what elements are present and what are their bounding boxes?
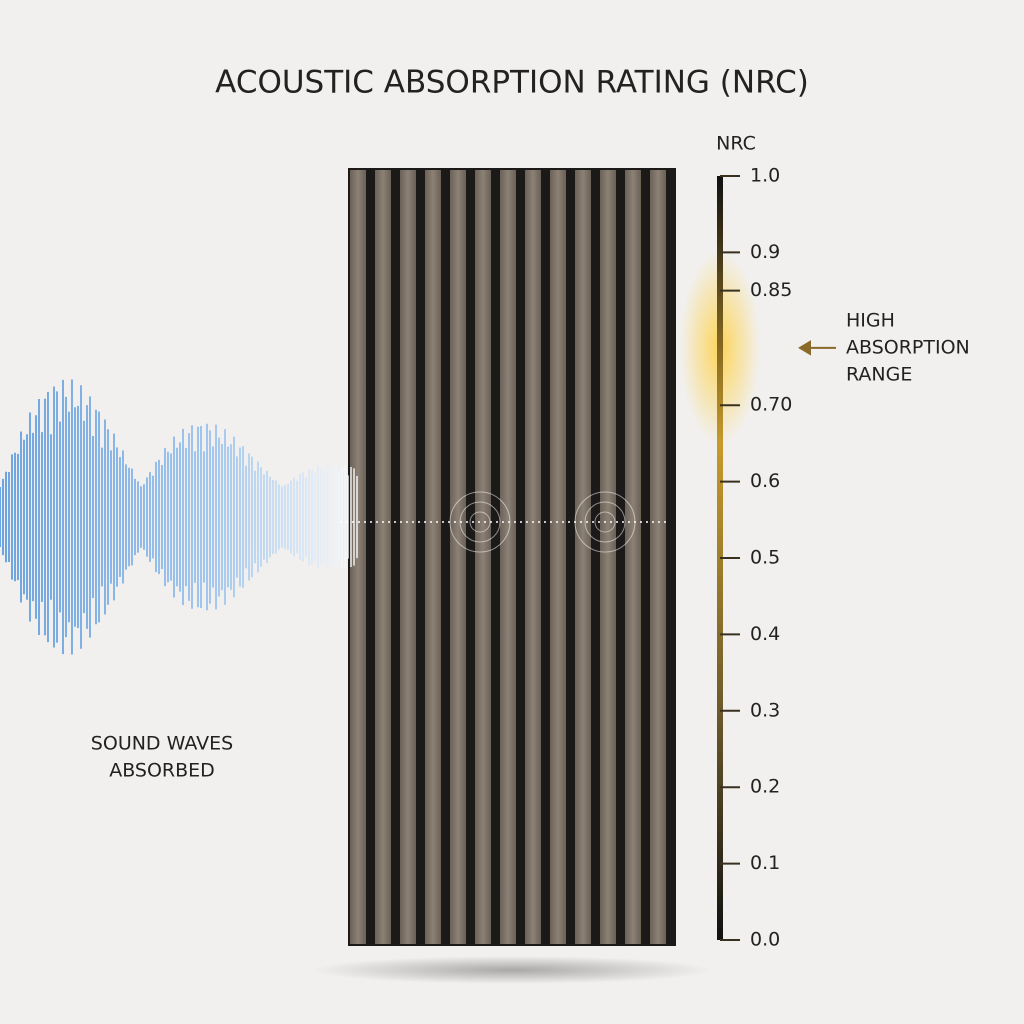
tick-label: 0.6 xyxy=(750,470,780,492)
slat xyxy=(450,170,466,944)
tick-label: 0.1 xyxy=(750,852,780,874)
slat xyxy=(400,170,416,944)
sound-waves xyxy=(0,379,670,655)
wave-spikes xyxy=(0,379,358,655)
tick-label: 0.4 xyxy=(750,623,780,645)
slat xyxy=(500,170,516,944)
ripple xyxy=(469,511,491,533)
highlight-label: RANGE xyxy=(846,363,912,385)
scale-label: NRC xyxy=(716,133,756,155)
nrc-scale: 0.0 0.1 0.2 0.3 0.4 0.5 0.6 0.70 0.85 0.9 1.0 HIGH A… xyxy=(680,165,970,951)
slat xyxy=(425,170,441,944)
tick-label: 0.3 xyxy=(750,699,780,721)
slat xyxy=(475,170,491,944)
tick-label: 0.85 xyxy=(750,279,792,301)
ripple xyxy=(449,491,511,553)
tick-label: 1.0 xyxy=(750,165,780,187)
ripple xyxy=(574,491,636,553)
slat xyxy=(600,170,616,944)
slat xyxy=(525,170,541,944)
caption-line: ABSORBED xyxy=(109,760,215,782)
tick-label: 0.9 xyxy=(750,241,780,263)
slat xyxy=(650,170,666,944)
ripple xyxy=(594,511,616,533)
slat xyxy=(575,170,591,944)
acoustic-panel xyxy=(348,168,676,946)
tick-label: 0.5 xyxy=(750,547,780,569)
tick-label: 0.70 xyxy=(750,394,792,416)
caption-line: SOUND WAVES xyxy=(91,733,233,755)
ripple xyxy=(459,501,501,543)
tick-label: 0.2 xyxy=(750,776,780,798)
slat xyxy=(375,170,391,944)
ripple xyxy=(584,501,626,543)
highlight-label: HIGH xyxy=(846,309,895,331)
slat xyxy=(350,170,366,944)
highlight-label: ABSORPTION xyxy=(846,336,970,358)
tick-label: 0.0 xyxy=(750,929,780,951)
slat xyxy=(625,170,641,944)
arrow xyxy=(798,340,836,356)
slat xyxy=(550,170,566,944)
panel-shadow xyxy=(312,956,712,984)
title: ACOUSTIC ABSORPTION RATING (NRC) xyxy=(215,65,809,101)
